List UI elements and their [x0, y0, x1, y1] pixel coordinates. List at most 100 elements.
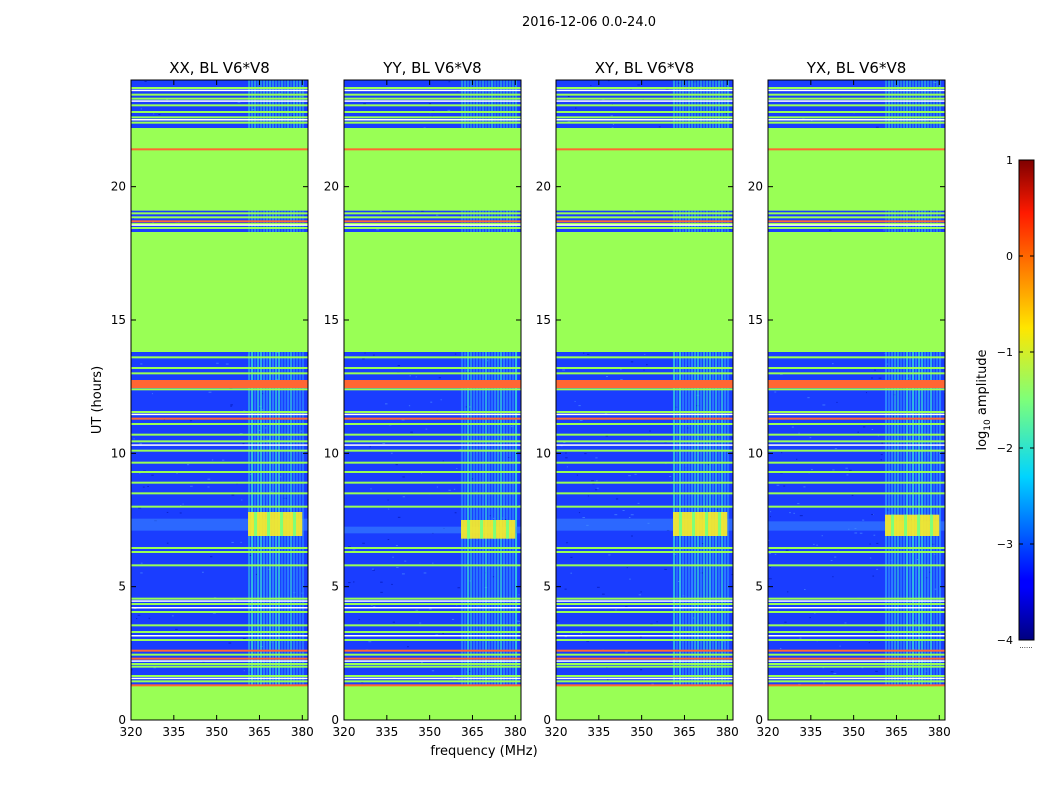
noise-speck: [225, 363, 229, 365]
noise-speck: [408, 405, 411, 407]
gap-row: [768, 660, 945, 662]
bright-band-gap: [280, 512, 284, 536]
flagged-row: [131, 223, 308, 225]
colorbar-tick-label: −4: [997, 634, 1013, 647]
flagged-row: [131, 665, 308, 668]
noise-speck: [833, 673, 837, 675]
x-axis-label: frequency (MHz): [430, 744, 537, 759]
noise-speck: [477, 605, 480, 607]
rfi-stripe: [888, 80, 891, 128]
noise-speck: [432, 110, 435, 112]
rfi-stripe: [718, 80, 721, 128]
noise-speck: [364, 352, 366, 354]
noise-speck: [590, 85, 592, 87]
gap-row: [344, 119, 521, 121]
flagged-row: [131, 440, 308, 443]
flagged-row: [344, 665, 521, 668]
rfi-stripe: [691, 80, 694, 128]
noise-speck: [731, 437, 733, 439]
flagged-row: [131, 564, 308, 567]
gap-row: [344, 89, 521, 92]
orange-band: [131, 380, 308, 388]
noise-speck: [784, 621, 787, 623]
noise-speck: [189, 420, 193, 422]
noise-speck: [872, 575, 875, 577]
noise-speck: [605, 435, 609, 437]
noise-speck: [823, 682, 825, 684]
flagged-row: [768, 111, 945, 113]
noise-speck: [372, 569, 375, 571]
noise-speck: [595, 489, 598, 491]
flagged-row: [768, 505, 945, 508]
flagged-row: [556, 564, 733, 567]
orange-row: [344, 649, 521, 652]
noise-speck: [208, 391, 212, 393]
gap-row: [556, 635, 733, 637]
gap-row: [344, 100, 521, 102]
flagged-row: [344, 624, 521, 627]
panel-title: YY, BL V6*V8: [382, 59, 481, 77]
gap-row: [556, 224, 733, 226]
flagged-row: [344, 388, 521, 391]
flagged-row: [131, 388, 308, 391]
noise-speck: [844, 622, 847, 624]
flagged-row: [768, 639, 945, 641]
noise-speck: [216, 362, 219, 364]
noise-speck: [212, 612, 216, 614]
noise-speck: [768, 553, 772, 555]
flagged-row: [556, 433, 733, 436]
noise-speck: [233, 599, 236, 601]
noise-speck: [457, 679, 461, 681]
noise-speck: [576, 474, 579, 476]
flagged-row: [556, 597, 733, 600]
noise-speck: [255, 549, 258, 551]
rfi-stripe: [473, 352, 476, 686]
rfi-stripe: [939, 80, 942, 128]
flagged-row: [344, 367, 521, 369]
noise-speck: [811, 120, 813, 122]
noise-speck: [731, 563, 733, 565]
noise-speck: [595, 457, 598, 459]
noise-speck: [626, 567, 628, 569]
noise-speck: [151, 474, 154, 476]
x-tick-label: 380: [504, 725, 527, 739]
rfi-stripe: [461, 352, 464, 686]
gap-row: [556, 119, 733, 121]
flagged-row: [768, 97, 945, 100]
noise-speck: [518, 505, 521, 507]
noise-speck: [625, 651, 628, 653]
noise-speck: [395, 545, 398, 547]
rfi-stripe: [290, 80, 293, 128]
flagged-block: [131, 685, 308, 720]
noise-speck: [822, 404, 826, 406]
flagged-row: [556, 631, 733, 633]
colorbar-tick-label: −3: [997, 538, 1013, 551]
flagged-row: [556, 603, 733, 605]
flagged-row: [344, 639, 521, 641]
noise-speck: [834, 448, 838, 450]
noise-speck: [881, 442, 883, 444]
rfi-stripe: [709, 80, 712, 128]
flagged-row: [344, 356, 521, 359]
flagged-row: [131, 116, 308, 119]
flagged-row: [556, 212, 733, 215]
y-axis-label: UT (hours): [90, 366, 105, 434]
flagged-row: [768, 564, 945, 567]
flagged-row: [556, 356, 733, 359]
noise-speck: [236, 483, 238, 485]
rfi-stripe: [275, 80, 278, 128]
orange-row: [556, 417, 733, 420]
rfi-stripe: [467, 352, 470, 686]
gap-row: [768, 635, 945, 637]
x-tick-label: 380: [928, 725, 951, 739]
orange-row: [131, 657, 308, 660]
flagged-row: [131, 87, 308, 89]
noise-speck: [415, 609, 419, 611]
noise-speck: [836, 401, 838, 403]
flagged-row: [768, 492, 945, 495]
flagged-row: [768, 675, 945, 677]
noise-speck: [871, 429, 874, 431]
rfi-stripe: [287, 80, 290, 128]
flagged-row: [131, 372, 308, 375]
bright-band-gap: [904, 514, 908, 536]
